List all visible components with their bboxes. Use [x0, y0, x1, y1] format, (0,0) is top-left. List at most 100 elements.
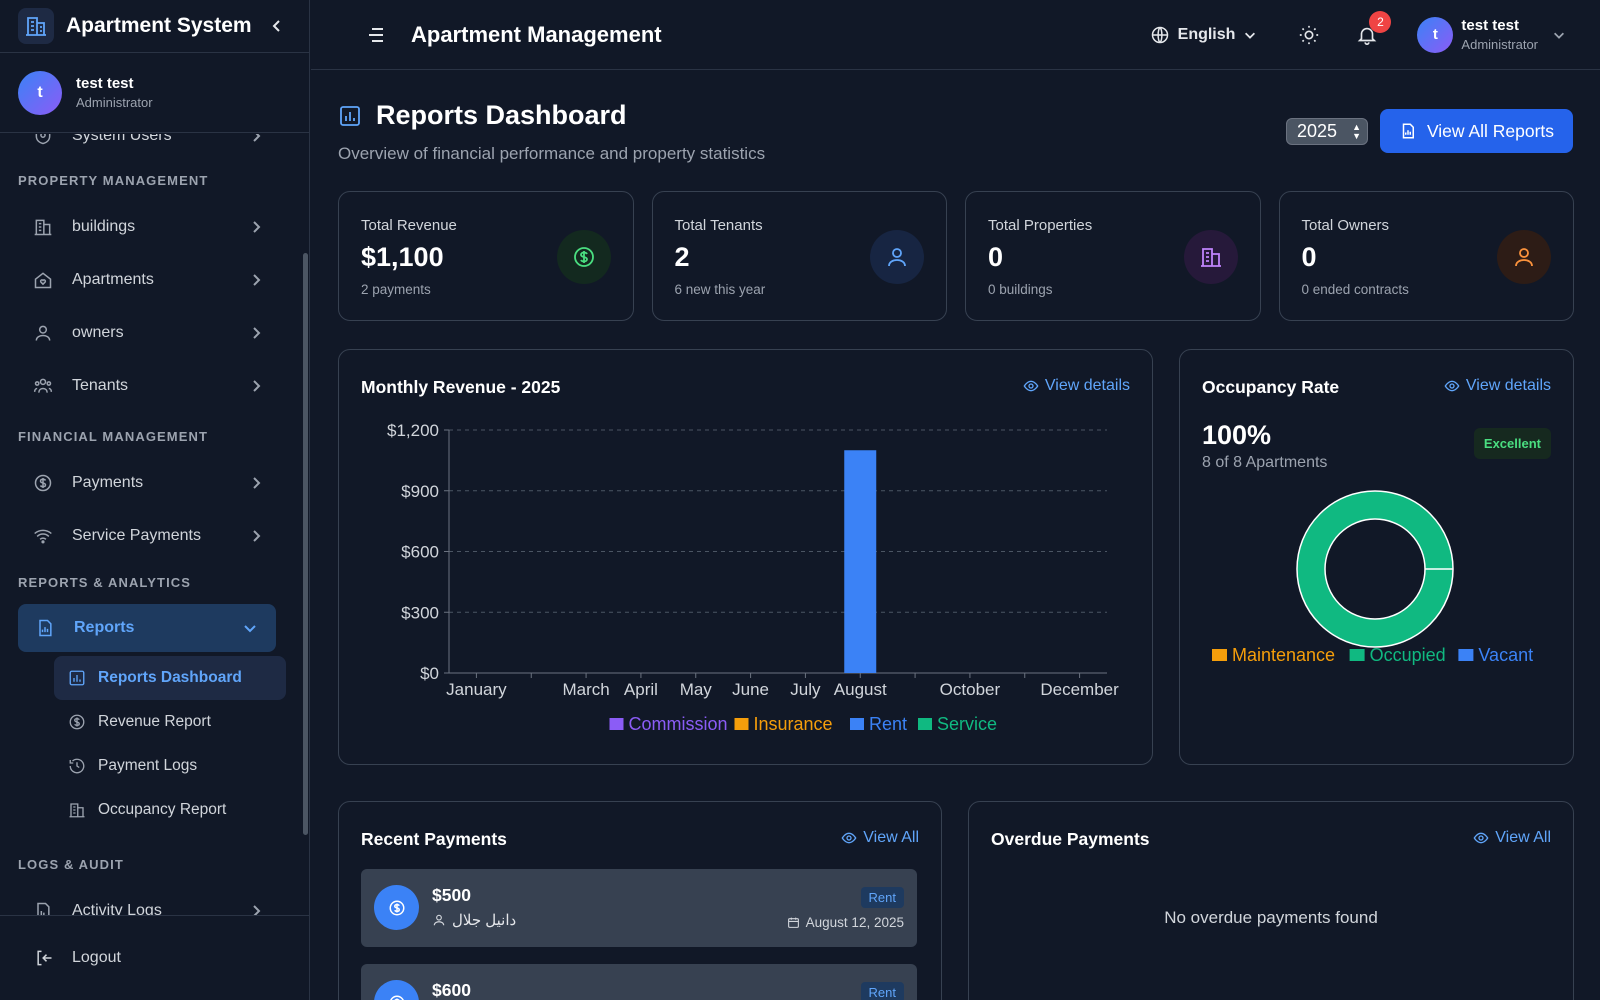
legend-swatch [850, 718, 864, 730]
payment-person: دانيل جلال [432, 911, 516, 929]
sidebar-item-owners[interactable]: owners [0, 306, 282, 359]
header-title: Apartment Management [411, 21, 662, 47]
panel-title: Overdue Payments [991, 829, 1150, 849]
bar-rent [844, 450, 877, 673]
payment-type-badge: Rent [860, 887, 904, 908]
section-property-management: PROPERTY MANAGEMENT [18, 172, 209, 188]
sidebar-item-buildings[interactable]: buildings [0, 200, 282, 253]
legend-label: Vacant [1478, 645, 1533, 665]
sidebar-item-label: owners [72, 323, 124, 341]
stepper-arrows-icon: ▲ ▼ [1352, 122, 1361, 141]
sidebar-item-reports[interactable]: Reports [18, 604, 276, 652]
y-tick-label: $900 [401, 482, 439, 501]
donut-inner-border [1324, 518, 1426, 620]
logout-button[interactable]: Logout [0, 915, 310, 1000]
user-icon [32, 322, 54, 344]
year-select-value: 2025 [1297, 121, 1338, 141]
sidebar-item-payments[interactable]: Payments [0, 456, 282, 509]
payment-type-badge: Rent [860, 982, 904, 1000]
view-all-reports-label: View All Reports [1426, 120, 1555, 141]
list-item[interactable]: $500 دانيل جلال Rent August 12, 2025 [361, 869, 917, 947]
notification-badge: 2 [1369, 10, 1392, 33]
x-tick-label: August [834, 680, 887, 699]
sidebar-item-tenants[interactable]: Tenants [0, 359, 282, 412]
menu-toggle-button[interactable] [359, 18, 393, 52]
view-details-label: View details [1465, 377, 1551, 394]
building-logo-icon [18, 8, 54, 44]
legend-label: Maintenance [1232, 645, 1335, 665]
sidebar-item-label: System Users [72, 134, 172, 144]
legend-label: Occupied [1370, 645, 1446, 665]
logout-label: Logout [72, 949, 121, 966]
view-all-reports-button[interactable]: View All Reports [1380, 109, 1573, 153]
language-selector[interactable]: English [1150, 25, 1258, 45]
legend-label: Commission [629, 714, 728, 734]
sidebar-user: t test test Administrator [0, 53, 309, 133]
notifications-button[interactable]: 2 [1349, 10, 1392, 53]
header-user-name: test test [1461, 17, 1519, 34]
logout-icon [34, 948, 54, 968]
status-badge: Excellent [1473, 428, 1551, 459]
report-icon [1402, 123, 1414, 139]
page-subtitle: Overview of financial performance and pr… [338, 144, 766, 163]
calendar-icon [787, 917, 799, 928]
sidebar-subitem-payment-logs[interactable]: Payment Logs [54, 744, 286, 788]
avatar: t [18, 70, 62, 115]
brand-header: Apartment System [0, 0, 309, 53]
sun-icon [1300, 25, 1319, 44]
sidebar-subitem-occupancy-report[interactable]: Occupancy Report [54, 788, 286, 832]
x-tick-label: July [790, 680, 821, 699]
chevron-down-icon [244, 625, 256, 633]
chevron-right-icon [253, 273, 261, 286]
header-user-role: Administrator [1461, 37, 1538, 52]
overdue-payments-view-all-link[interactable]: View All [1473, 829, 1551, 847]
user-menu[interactable]: t test test Administrator [1417, 16, 1566, 53]
year-select[interactable]: 2025 ▲ ▼ [1286, 118, 1368, 145]
sidebar-subitem-revenue-report[interactable]: Revenue Report [54, 700, 286, 744]
eye-icon [1473, 832, 1489, 844]
stat-label: Total Revenue [361, 217, 457, 234]
payment-amount: $600 [432, 980, 471, 1000]
recent-payments-panel: Recent Payments View All $500 دانيل جلال… [338, 801, 942, 1000]
stat-cards: Total Revenue $1,100 2 payments Total Te… [338, 191, 1574, 321]
stat-label: Total Properties [988, 217, 1093, 234]
dollar-circle-icon [68, 713, 86, 731]
chevron-down-icon [1245, 32, 1256, 39]
sidebar-item-apartments[interactable]: Apartments [0, 253, 282, 306]
section-financial-management: FINANCIAL MANAGEMENT [18, 428, 209, 444]
sidebar-scrollbar[interactable] [303, 253, 308, 835]
eye-icon [1023, 380, 1039, 392]
stat-note: 2 payments [361, 282, 431, 297]
legend-swatch [918, 718, 932, 730]
legend-swatch [609, 718, 624, 730]
occupancy-detail: 8 of 8 Apartments [1202, 454, 1328, 471]
revenue-view-details-link[interactable]: View details [1023, 377, 1130, 395]
theme-toggle-button[interactable] [1291, 17, 1327, 53]
occupancy-view-details-link[interactable]: View details [1444, 377, 1551, 395]
chevron-right-icon [253, 904, 261, 915]
occupancy-donut-chart: Maintenance Occupied Vacant [1212, 490, 1533, 665]
sidebar-subitem-label: Revenue Report [98, 713, 211, 730]
avatar: t [1417, 16, 1454, 53]
users-group-icon [32, 375, 54, 397]
x-tick-label: May [680, 680, 713, 699]
panel-title: Occupancy Rate [1202, 377, 1340, 397]
stat-note: 6 new this year [674, 282, 766, 297]
empty-state-message: No overdue payments found [1164, 908, 1378, 927]
y-tick-label: $600 [401, 543, 439, 562]
collapse-sidebar-button[interactable] [263, 12, 291, 40]
bell-icon [1358, 27, 1377, 45]
menu-icon [369, 27, 383, 42]
list-item[interactable]: $600 Rent [361, 964, 917, 1000]
stat-note: 0 buildings [988, 282, 1053, 297]
recent-payments-view-all-link[interactable]: View All [841, 829, 919, 847]
sidebar-item-system-users[interactable]: System Users [0, 134, 282, 156]
sidebar-subitem-reports-dashboard[interactable]: Reports Dashboard [54, 656, 286, 700]
sidebar-item-activity-logs[interactable]: Activity Logs [0, 884, 282, 915]
sidebar-item-service-payments[interactable]: Service Payments [0, 509, 282, 562]
language-label: English [1177, 25, 1236, 43]
legend-swatch [1349, 649, 1365, 661]
stat-label: Total Owners [1301, 217, 1390, 234]
y-tick-label: $300 [401, 603, 439, 622]
top-header: Apartment Management English 2 t test te… [311, 0, 1600, 70]
